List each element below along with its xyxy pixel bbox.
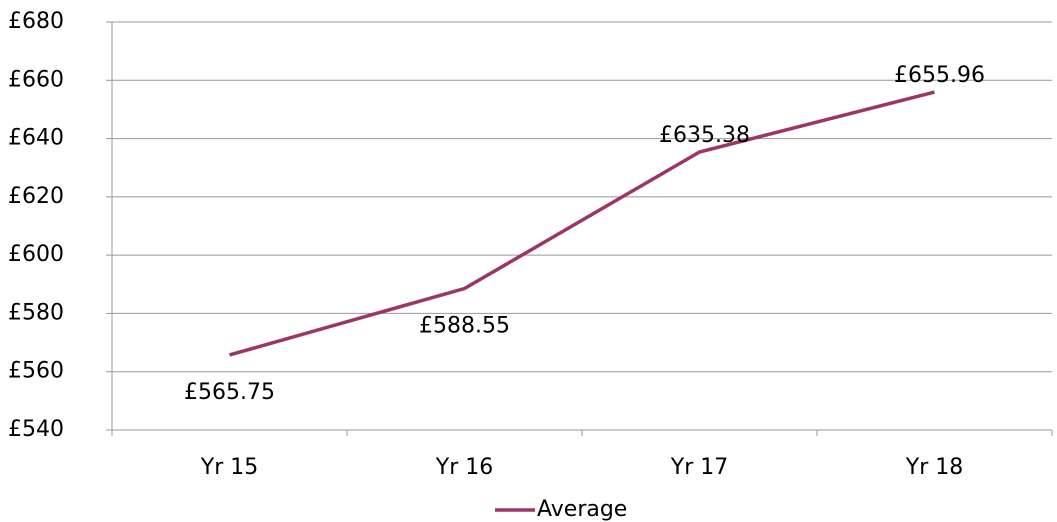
x-tick-label: Yr 17: [670, 455, 728, 480]
y-tick-label: £540: [8, 417, 64, 442]
y-tick-label: £600: [8, 242, 64, 267]
data-label: £655.96: [894, 63, 985, 88]
x-tick-label: Yr 18: [905, 455, 963, 480]
legend-label: Average: [537, 497, 627, 522]
data-label: £635.38: [659, 123, 750, 148]
y-tick-label: £580: [8, 300, 64, 325]
data-label: £588.55: [419, 314, 510, 339]
y-tick-label: £640: [8, 126, 64, 151]
y-tick-label: £680: [8, 9, 64, 34]
x-tick-label: Yr 15: [200, 455, 258, 480]
y-tick-label: £620: [8, 184, 64, 209]
x-tick-label: Yr 16: [435, 455, 493, 480]
y-tick-label: £660: [8, 67, 64, 92]
line: [229, 90, 935, 357]
data-label: £565.75: [184, 380, 275, 405]
y-tick-label: £560: [8, 359, 64, 384]
